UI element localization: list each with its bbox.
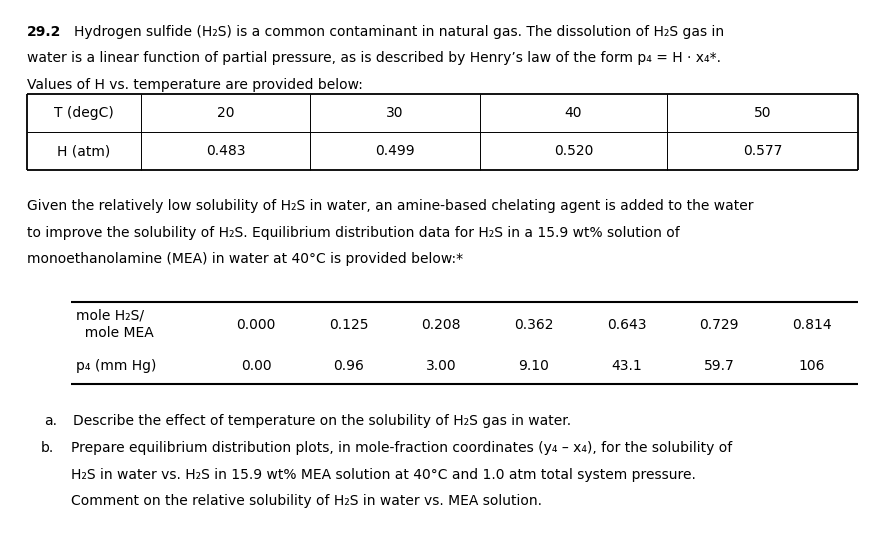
- Text: Hydrogen sulfide (H₂S) is a common contaminant in natural gas. The dissolution o: Hydrogen sulfide (H₂S) is a common conta…: [74, 25, 724, 39]
- Text: 0.729: 0.729: [699, 318, 739, 332]
- Text: water is a linear function of partial pressure, as is described by Henry’s law o: water is a linear function of partial pr…: [27, 51, 721, 65]
- Text: 29.2: 29.2: [27, 25, 62, 39]
- Text: 20: 20: [217, 106, 235, 120]
- Text: 0.000: 0.000: [236, 318, 276, 332]
- Text: 0.483: 0.483: [206, 144, 245, 158]
- Text: Values of H vs. temperature are provided below:: Values of H vs. temperature are provided…: [27, 78, 363, 91]
- Text: 0.96: 0.96: [333, 359, 364, 373]
- Text: b.: b.: [41, 441, 54, 455]
- Text: 9.10: 9.10: [518, 359, 549, 373]
- Text: 0.520: 0.520: [554, 144, 593, 158]
- Text: 50: 50: [754, 106, 772, 120]
- Text: 0.125: 0.125: [329, 318, 368, 332]
- Text: 0.362: 0.362: [514, 318, 554, 332]
- Text: mole MEA: mole MEA: [76, 326, 153, 340]
- Text: 43.1: 43.1: [611, 359, 642, 373]
- Text: 0.499: 0.499: [376, 144, 415, 158]
- Text: 30: 30: [386, 106, 404, 120]
- Text: 0.643: 0.643: [607, 318, 646, 332]
- Text: 3.00: 3.00: [425, 359, 457, 373]
- Text: T (degC): T (degC): [54, 106, 113, 120]
- Text: Comment on the relative solubility of H₂S in water vs. MEA solution.: Comment on the relative solubility of H₂…: [71, 494, 542, 508]
- Text: monoethanolamine (MEA) in water at 40°C is provided below:*: monoethanolamine (MEA) in water at 40°C …: [27, 252, 463, 266]
- Text: 59.7: 59.7: [704, 359, 734, 373]
- Text: to improve the solubility of H₂S. Equilibrium distribution data for H₂S in a 15.: to improve the solubility of H₂S. Equili…: [27, 226, 680, 240]
- Text: 40: 40: [565, 106, 582, 120]
- Text: 0.00: 0.00: [241, 359, 271, 373]
- Text: 0.577: 0.577: [743, 144, 782, 158]
- Text: 106: 106: [798, 359, 825, 373]
- Text: Prepare equilibrium distribution plots, in mole-fraction coordinates (y₄ – x₄), : Prepare equilibrium distribution plots, …: [71, 441, 732, 455]
- Text: 0.208: 0.208: [422, 318, 461, 332]
- Text: a.: a.: [45, 414, 58, 428]
- Text: H (atm): H (atm): [57, 144, 111, 158]
- Text: p₄ (mm Hg): p₄ (mm Hg): [76, 359, 156, 373]
- Text: 0.814: 0.814: [792, 318, 831, 332]
- Text: Describe the effect of temperature on the solubility of H₂S gas in water.: Describe the effect of temperature on th…: [73, 414, 571, 428]
- Text: H₂S in water vs. H₂S in 15.9 wt% MEA solution at 40°C and 1.0 atm total system p: H₂S in water vs. H₂S in 15.9 wt% MEA sol…: [71, 468, 697, 482]
- Text: Given the relatively low solubility of H₂S in water, an amine-based chelating ag: Given the relatively low solubility of H…: [27, 199, 753, 213]
- Text: mole H₂S/: mole H₂S/: [76, 308, 144, 322]
